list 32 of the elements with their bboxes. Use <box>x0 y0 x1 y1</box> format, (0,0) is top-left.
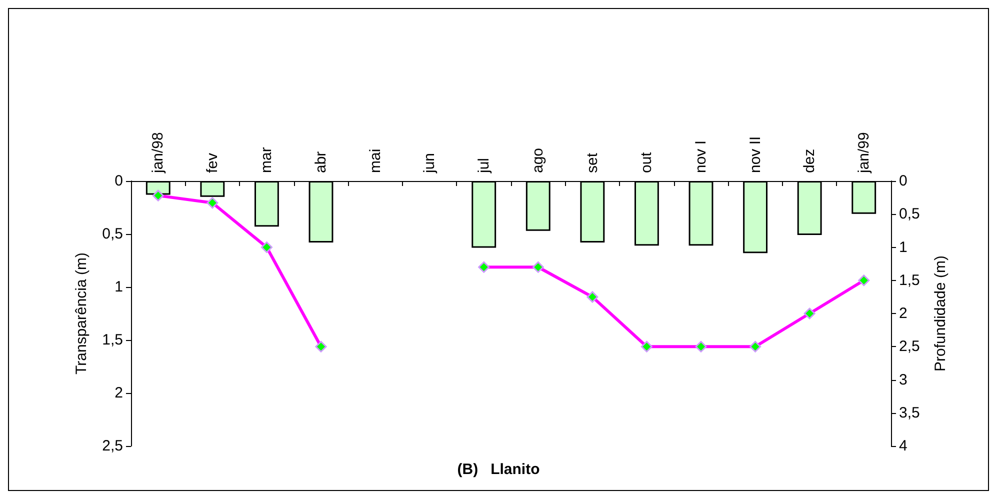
y2-tick-label: 2 <box>899 305 908 322</box>
y2-tick-label: 1 <box>899 238 908 256</box>
y2-tick-label: 3,5 <box>899 404 920 422</box>
x-tick-label: mai <box>366 148 384 173</box>
text: (B) Llanito <box>457 461 540 478</box>
y-tick-label: 2,5 <box>102 438 123 454</box>
y-tick-label: 1 <box>114 278 123 296</box>
y-axis-title: Transparência (m) <box>73 252 90 374</box>
y2-tick-label: 1,5 <box>899 272 920 289</box>
y2-axis-title: Profundidade (m) <box>932 256 949 372</box>
y2-tick-label: 2,5 <box>899 338 920 356</box>
x-tick-label: out <box>638 151 656 173</box>
x-tick-label: jan/98 <box>150 132 167 174</box>
y2-tick-label: 0 <box>899 172 908 190</box>
x-tick-label: nov I <box>692 140 710 173</box>
y2-tick-label: 3 <box>899 371 908 388</box>
x-tick-label: set <box>584 152 601 173</box>
y-tick-label: 2 <box>114 384 123 402</box>
x-tick-label: abr <box>312 151 330 173</box>
y-tick-label: 1,5 <box>102 332 123 348</box>
x-tick-label: jul <box>475 158 492 174</box>
x-tick-label: dez <box>801 148 818 173</box>
x-tick-label: nov II <box>746 136 764 173</box>
y2-tick-label: 4 <box>899 438 908 454</box>
y2-tick-label: 0,5 <box>899 206 920 223</box>
y-tick-label: 0 <box>114 172 123 190</box>
y-tick-label: 0,5 <box>102 226 123 242</box>
x-tick-label: fev <box>204 152 221 173</box>
x-tick-label: jan/99 <box>855 132 872 174</box>
x-tick-label: ago <box>530 148 547 173</box>
x-tick-label: mar <box>258 147 276 173</box>
x-tick-label: jun <box>421 152 438 174</box>
